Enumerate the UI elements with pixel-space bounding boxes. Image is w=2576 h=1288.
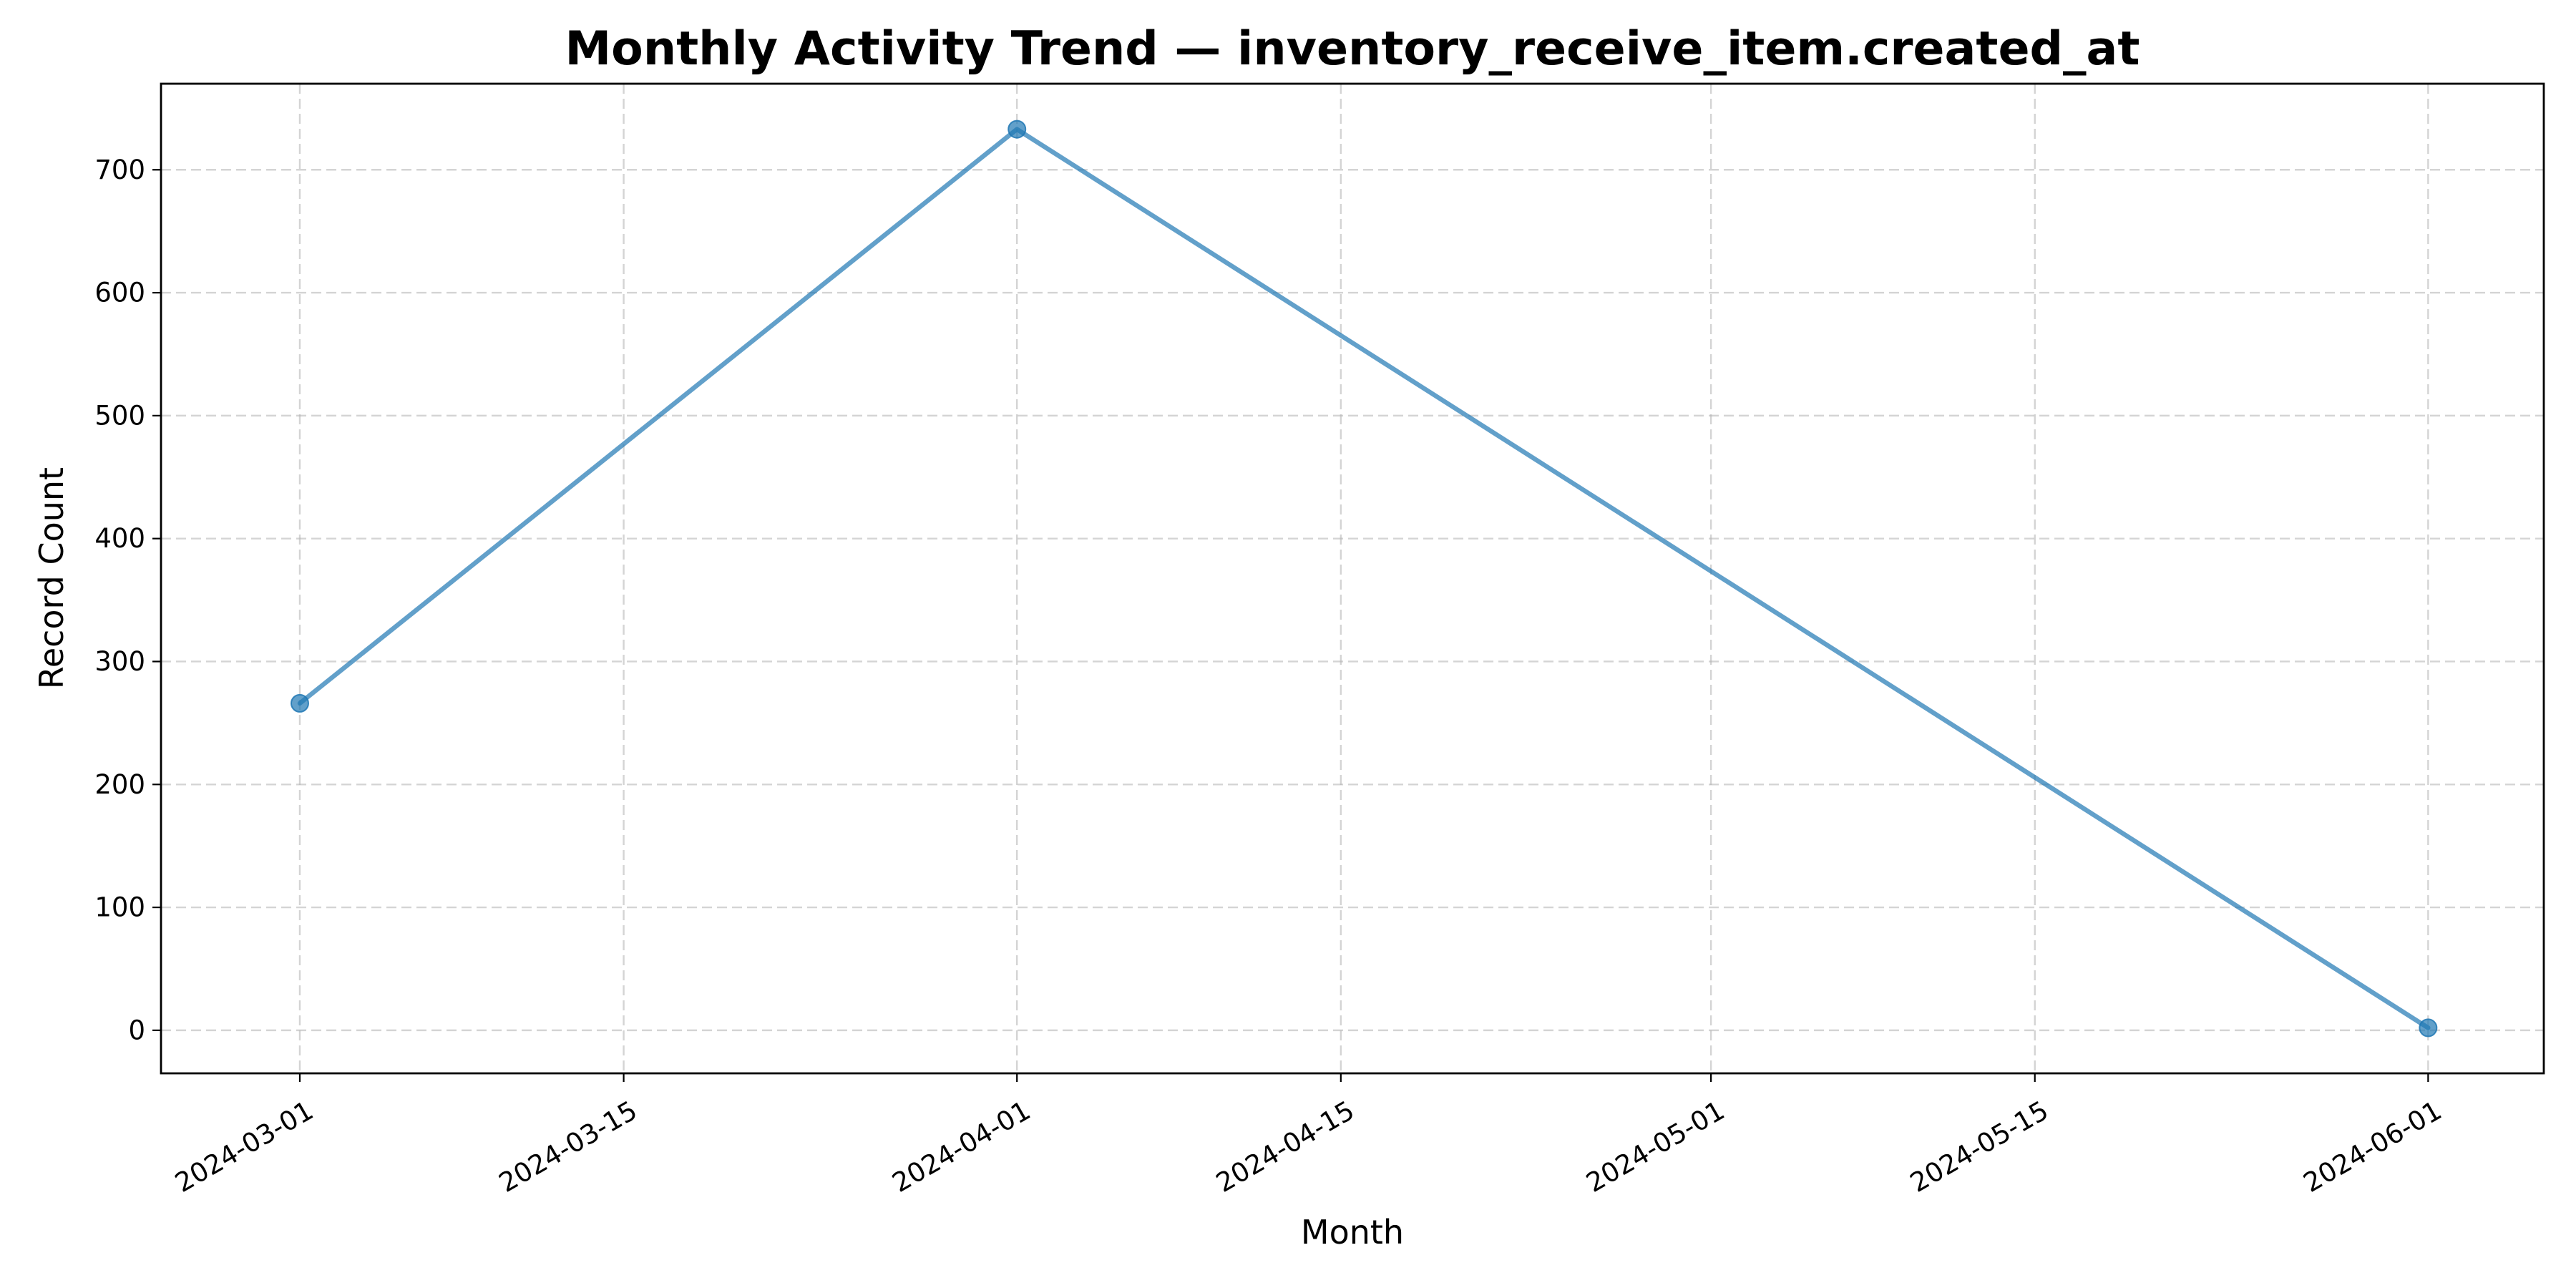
x-axis-label: Month bbox=[1301, 1213, 1404, 1252]
grid bbox=[161, 84, 2544, 1073]
y-tick-label: 500 bbox=[94, 400, 145, 431]
chart-title: Monthly Activity Trend — inventory_recei… bbox=[565, 22, 2140, 76]
y-tick-label: 700 bbox=[94, 155, 145, 185]
y-tick-label: 600 bbox=[94, 278, 145, 308]
y-tick-label: 0 bbox=[128, 1015, 145, 1045]
y-tick-label: 300 bbox=[94, 646, 145, 677]
y-axis-label: Record Count bbox=[32, 467, 71, 689]
y-tick-label: 200 bbox=[94, 769, 145, 800]
axes-frame bbox=[160, 82, 2545, 1075]
data-point bbox=[1008, 119, 1027, 139]
y-axis-ticks: 0 100 200 300 400 500 600 700 bbox=[94, 155, 161, 1045]
data-point bbox=[290, 693, 309, 713]
series-layer bbox=[290, 119, 2438, 1038]
y-tick-label: 100 bbox=[94, 892, 145, 923]
data-point bbox=[2419, 1018, 2438, 1038]
y-tick-label: 400 bbox=[94, 523, 145, 554]
